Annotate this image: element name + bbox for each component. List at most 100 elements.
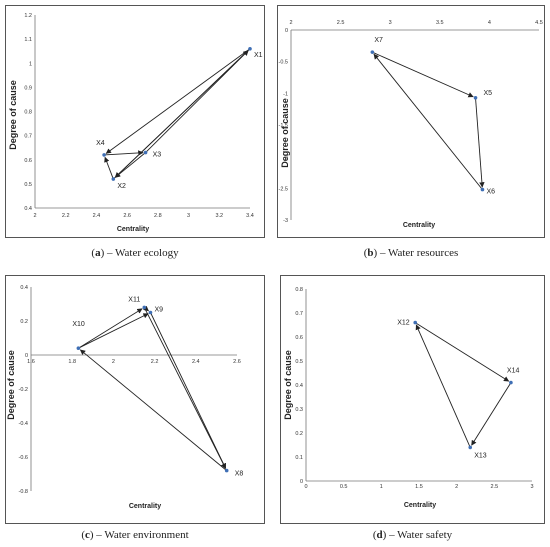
chart-c-point-label-X8: X8 (235, 471, 244, 478)
chart-b-frame (277, 5, 545, 238)
chart-a-frame (5, 5, 265, 238)
chart-c-x-tick-label: 2 (112, 359, 115, 365)
chart-a-y-tick-label: 0.4 (24, 206, 32, 212)
chart-d-edge-X12-X14 (414, 322, 510, 382)
chart-d-edge-X13-X12 (415, 324, 471, 448)
chart-a-edge-X1-X4 (105, 48, 251, 154)
chart-d-y-tick-label: 0.7 (295, 311, 303, 317)
chart-d-x-tick-label: 2.5 (491, 484, 499, 490)
chart-d-xlabel: Centrality (404, 502, 436, 509)
chart-b-x-tick-label: 4 (488, 20, 491, 26)
caption-b-letter: b (367, 247, 374, 259)
chart-d-y-tick-label: 0.3 (295, 407, 303, 413)
chart-d-x-tick-label: 0.5 (340, 484, 348, 490)
chart-d-x-tick-label: 2 (455, 484, 458, 490)
chart-panel-a: Centrality Degree of cause 2 2.2 2.4 2.6 2.8… (5, 5, 265, 238)
chart-c-point-label-X10: X10 (72, 321, 85, 328)
chart-a-y-tick-label: 0.7 (24, 134, 32, 140)
chart-c-edge-X8-X10 (79, 349, 227, 471)
chart-b-x-tick-label: 2.5 (337, 20, 345, 26)
chart-a-edge-X2-X4 (104, 156, 114, 180)
chart-panel-d: Centrality Degree of cause 0 0.5 1 1.5 2 2.5 3… (280, 275, 545, 524)
chart-a-point-label-X2: X2 (117, 183, 126, 190)
chart-c-edge-X10-X11 (78, 308, 143, 349)
chart-b-y-tick-label: -0.5 (279, 60, 288, 66)
chart-d-svg: Centrality Degree of cause 0 0.5 1 1.5 2 2.5 3… (280, 275, 545, 524)
chart-d-x-tick-label: 0 (304, 484, 307, 490)
chart-a-x-tick-label: 3 (187, 213, 190, 219)
chart-a-point-label-X3: X3 (153, 152, 162, 159)
chart-a-edge-X4-X3 (104, 150, 144, 156)
chart-c-y-tick-label: -0.8 (19, 489, 28, 495)
chart-b-x-tick-label: 2 (289, 20, 292, 26)
chart-a-xlabel: Centrality (117, 226, 149, 233)
chart-a-svg: Centrality Degree of cause 2 2.2 2.4 2.6 2.8… (5, 5, 265, 238)
chart-c-x-tick-label: 2.2 (151, 359, 159, 365)
chart-a-x-tick-label: 3.4 (246, 213, 254, 219)
chart-c-x-tick-label: 1.8 (68, 359, 76, 365)
chart-b-y-tick-label: -1.5 (279, 123, 288, 129)
chart-d-y-tick-label: 0 (300, 479, 303, 485)
chart-a-point-X2 (111, 177, 116, 181)
chart-c-edge-X10-X9 (78, 313, 149, 349)
chart-c-xlabel: Centrality (129, 503, 161, 510)
chart-d-edge-X14-X13 (471, 382, 512, 446)
chart-b-xlabel: Centrality (403, 222, 435, 229)
chart-c-x-tick-label: 2.4 (192, 359, 200, 365)
chart-c-point-label-X9: X9 (154, 307, 163, 314)
chart-b-edge-X5-X6 (475, 97, 485, 188)
chart-a-ylabel: Degree of cause (8, 80, 18, 150)
caption-c-letter: c (84, 529, 90, 541)
chart-d-x-tick-label: 1.5 (415, 484, 423, 490)
chart-c-point-X10 (76, 346, 81, 350)
chart-c-y-tick-label: -0.2 (19, 387, 28, 393)
chart-d-point-X13 (468, 445, 473, 450)
chart-a-y-tick-label: 1 (29, 61, 32, 67)
chart-a-plot: 2 2.2 2.4 2.6 2.8 3 3.2 3.4 0.4 0.5 0.6 0.7 0.8 0.9 1 1… (24, 13, 262, 219)
chart-c-y-tick-label: -0.6 (19, 455, 28, 461)
chart-c-y-tick-label: 0 (25, 353, 28, 359)
chart-b-y-tick-label: 0 (285, 28, 288, 34)
caption-a: (a) – Water ecology (91, 247, 179, 259)
chart-c-y-tick-label: 0.4 (20, 285, 28, 291)
chart-b-y-tick-label: -2.5 (279, 186, 288, 192)
chart-c-edge-X11-X8 (143, 307, 226, 469)
chart-a-point-X1 (248, 46, 252, 51)
caption-b-text: – Water resources (377, 247, 459, 259)
chart-b-plot: 2 2.5 3 3.5 4 4.5 0 -0.5 -1 -1.5 -2 -2.5 -3 X5 X6 X7 (279, 20, 543, 224)
chart-b-edge-X6-X7 (373, 53, 483, 190)
chart-b-svg: Centrality Degree of cause 2 2.5 3 3.5 4 4.5 0… (277, 5, 545, 238)
chart-d-y-tick-label: 0.1 (295, 455, 303, 461)
chart-b-y-tick-label: -1 (283, 91, 288, 97)
caption-c-text: – Water environment (93, 529, 189, 541)
chart-a-edge-X3-X1 (145, 50, 249, 153)
chart-b-point-label-X6: X6 (486, 189, 495, 196)
chart-c-point-X9 (148, 310, 153, 315)
chart-a-y-tick-label: 1.1 (24, 37, 32, 43)
chart-a-x-tick-label: 2 (33, 213, 36, 219)
chart-d-frame (280, 275, 545, 524)
chart-d-y-tick-label: 0.8 (295, 287, 303, 293)
chart-b-point-X5 (473, 95, 478, 100)
chart-b-ylabel: Degree of cause (280, 98, 290, 168)
chart-b-x-tick-label: 4.5 (535, 20, 543, 26)
chart-d-y-tick-label: 0.6 (295, 335, 303, 341)
chart-d-x-tick-label: 1 (380, 484, 383, 490)
chart-panel-b: Centrality Degree of cause 2 2.5 3 3.5 4 4.5 0… (277, 5, 545, 238)
caption-c: (c) – Water environment (81, 529, 189, 541)
chart-a-x-tick-label: 2.6 (123, 213, 131, 219)
chart-b-x-tick-label: 3 (389, 20, 392, 26)
chart-b-point-X6 (480, 187, 485, 192)
chart-d-x-tick-label: 3 (530, 484, 533, 490)
chart-a-x-tick-label: 2.4 (93, 213, 101, 219)
chart-a-y-tick-label: 0.6 (24, 158, 32, 164)
chart-a-point-label-X4: X4 (96, 140, 105, 147)
caption-d-text: – Water safety (386, 529, 453, 541)
chart-c-x-tick-label: 1.6 (27, 359, 35, 365)
chart-b-x-tick-label: 3.5 (436, 20, 444, 26)
chart-c-y-tick-label: 0.2 (20, 319, 28, 325)
chart-d-y-tick-label: 0.4 (295, 383, 303, 389)
chart-a-y-tick-label: 0.5 (24, 182, 32, 188)
chart-d-point-label-X14: X14 (507, 368, 520, 375)
caption-a-letter: a (95, 247, 101, 259)
